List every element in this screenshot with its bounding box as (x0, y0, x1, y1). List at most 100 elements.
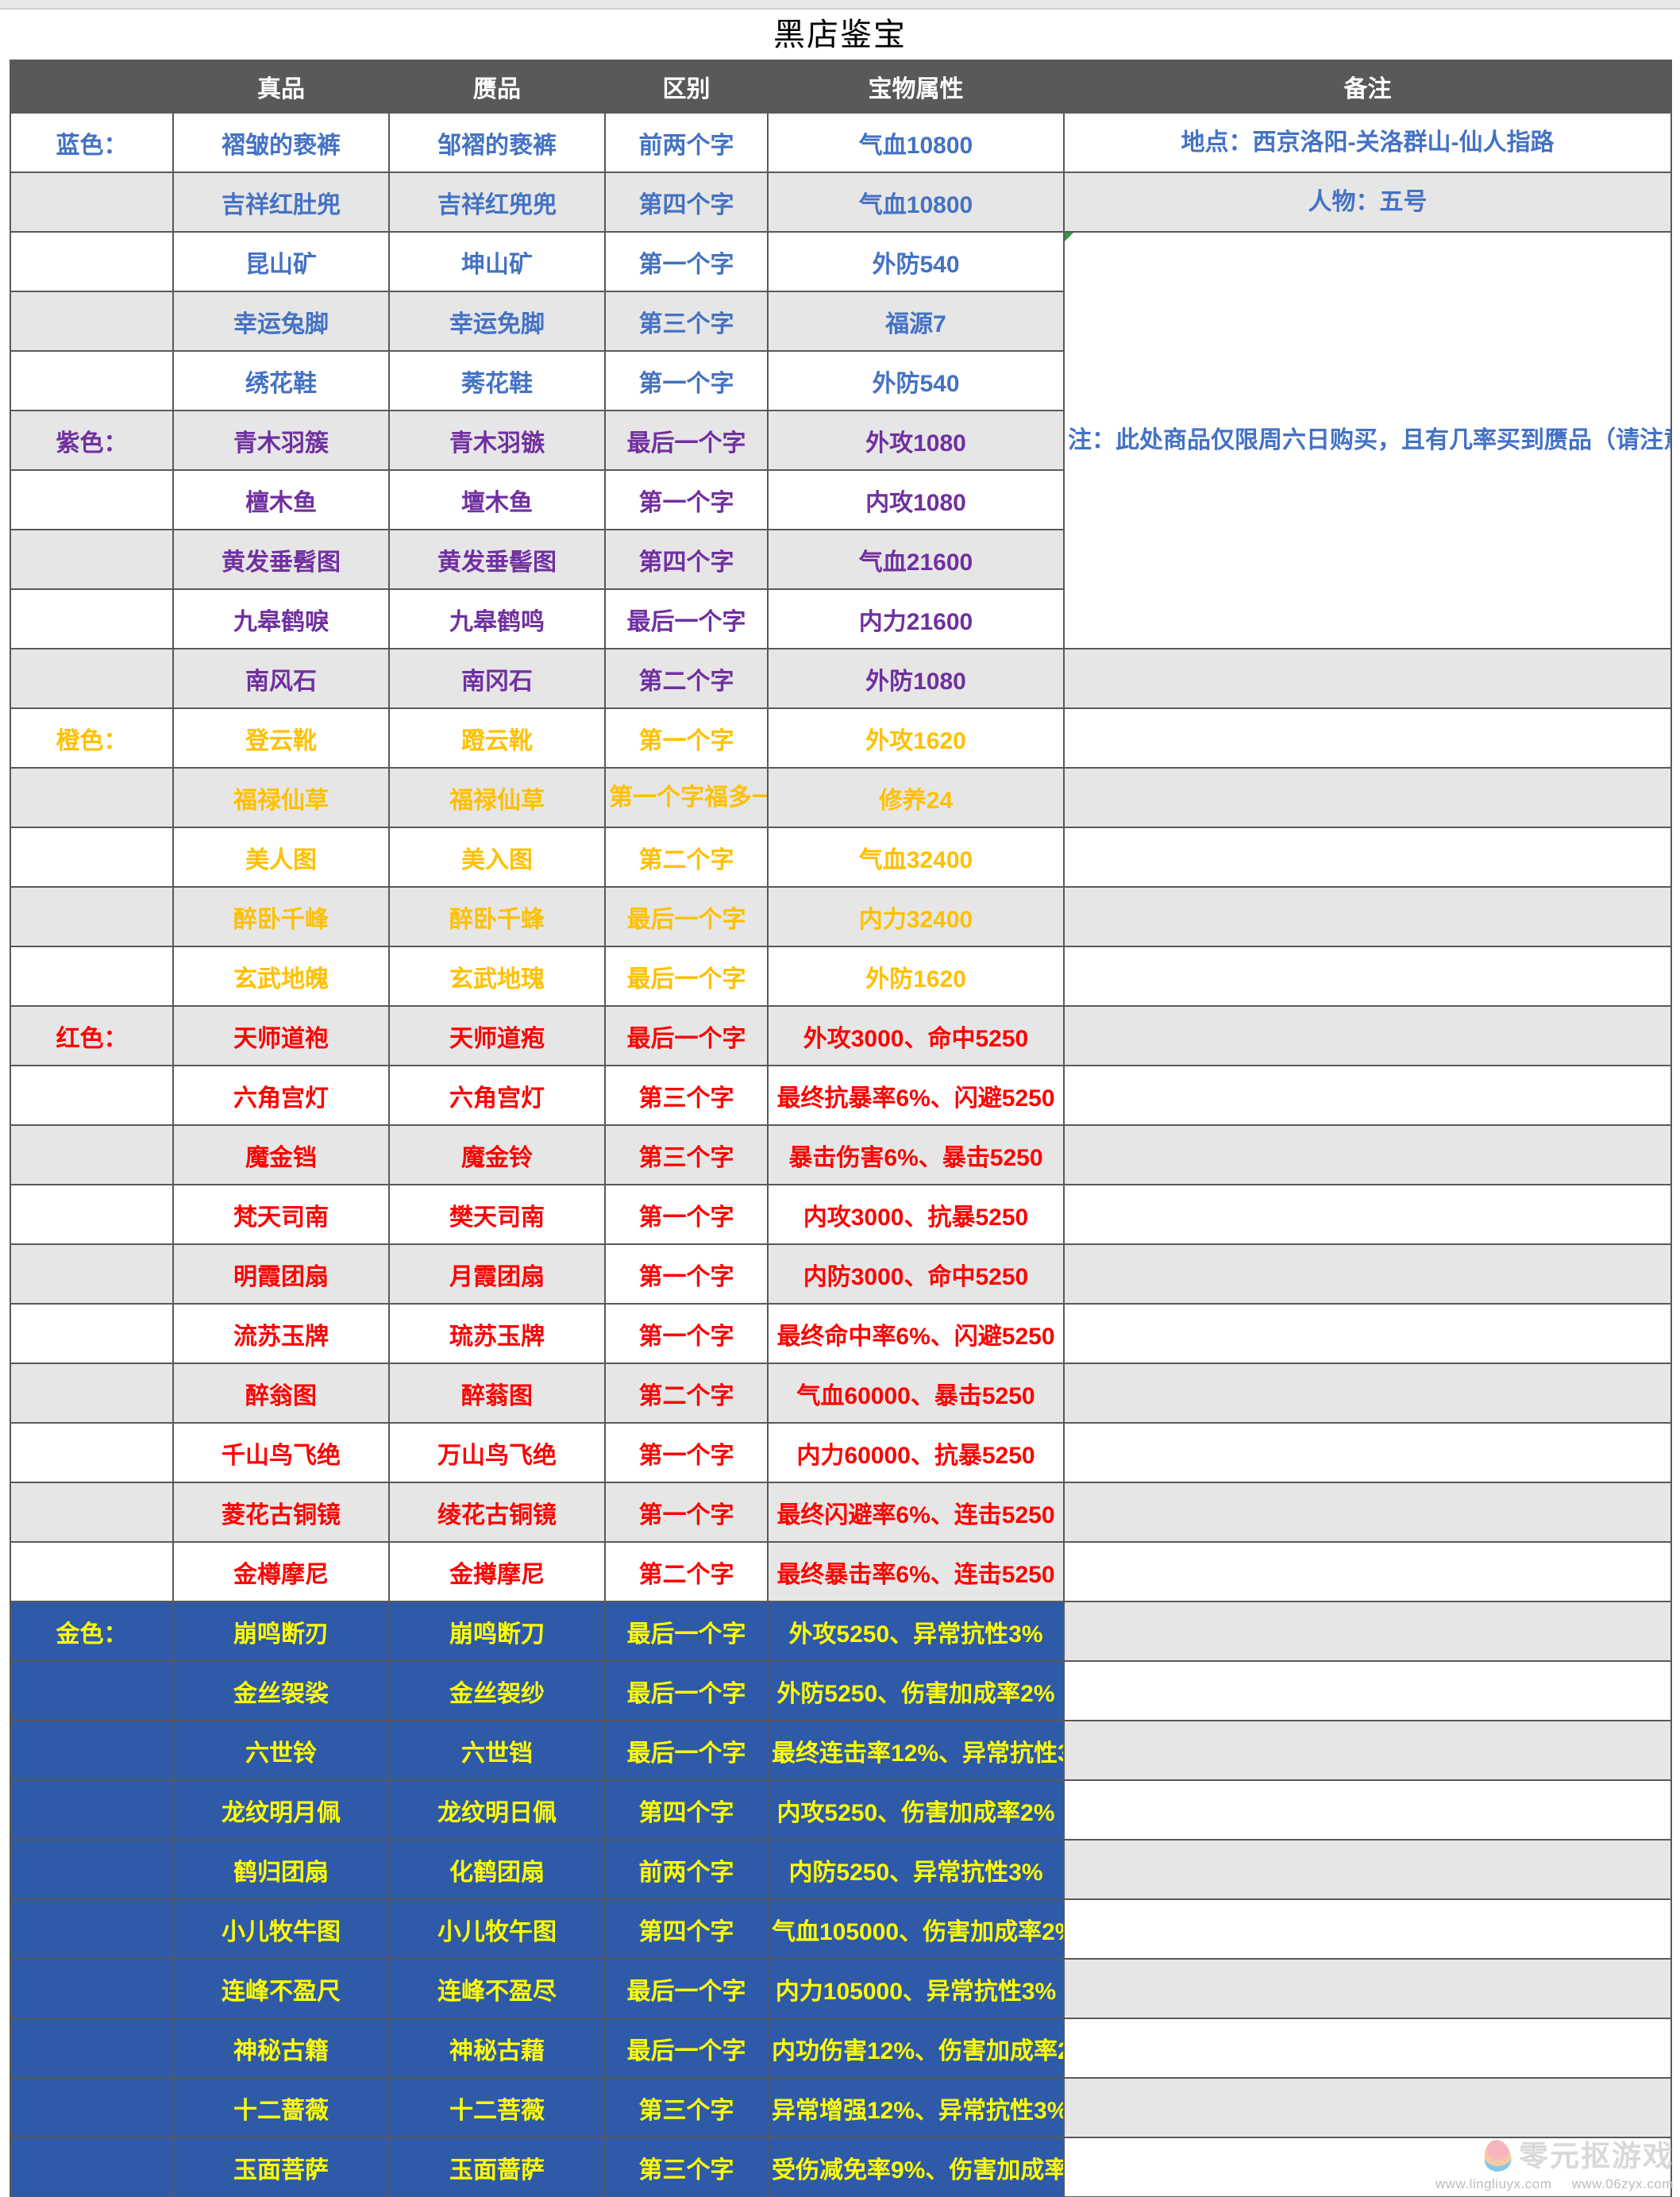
note-warning-text: 注：此处商品仅限周六日购买，且有几率买到赝品（请注意商品名，赝品会在一天后自动消… (1068, 427, 1670, 453)
cell-genuine-name: 绣花鞋 (172, 350, 390, 411)
cell-tier-label (10, 1065, 174, 1126)
table-body: 蓝色： 褶皱的亵裤 邹褶的亵裤 前两个字 气血10800 地点：西京洛阳-关洛群山-仙人指… (10, 112, 1672, 2197)
cell-tier-label (10, 231, 174, 292)
table-row: 鹤归团扇 化鹤团扇 前两个字 内防5250、异常抗性3% (10, 1839, 1672, 1900)
column-header-tier (10, 60, 174, 114)
cell-tier-label (10, 1422, 174, 1483)
cell-difference: 第三个字 (604, 2137, 769, 2197)
cell-treasure-attr: 气血10800 (767, 112, 1065, 173)
table-row: 美人图 美入图 第二个字 气血32400 (10, 827, 1672, 888)
cell-difference: 第一个字 (604, 1422, 769, 1483)
note-empty-cell (1063, 1779, 1672, 1840)
note-empty-cell (1063, 1839, 1672, 1900)
cell-treasure-attr: 气血32400 (767, 827, 1065, 888)
note-empty-cell (1063, 1184, 1672, 1245)
note-empty-cell (1063, 1422, 1672, 1483)
table-row: 黄发垂髫图 黄发垂髻图 第四个字 气血21600 (10, 529, 1671, 590)
cell-genuine-name: 千山鸟飞绝 (172, 1422, 390, 1483)
cell-fake-name: 绫花古铜镜 (388, 1482, 606, 1543)
cell-difference: 最后一个字 (604, 588, 769, 649)
cell-treasure-attr: 修养24 (767, 767, 1065, 828)
cell-genuine-name: 菱花古铜镜 (172, 1482, 390, 1543)
cell-difference: 第一个字 (604, 1243, 769, 1305)
cell-difference: 第三个字 (604, 2077, 769, 2138)
cell-fake-name: 青木羽镞 (388, 410, 606, 471)
cell-treasure-attr: 外攻1620 (767, 707, 1065, 769)
cell-genuine-name: 小儿牧牛图 (172, 1898, 390, 1960)
cell-fake-name: 玉面蔷萨 (388, 2137, 606, 2197)
table-row: 紫色： 青木羽簇 青木羽镞 最后一个字 外攻1080 (10, 410, 1671, 471)
cell-genuine-name: 梵天司南 (172, 1184, 390, 1245)
cell-fake-name: 崩鸣断刀 (388, 1601, 606, 1662)
cell-difference: 第二个字 (604, 1541, 769, 1602)
cell-genuine-name: 玉面菩萨 (172, 2137, 390, 2197)
note-empty-cell (1063, 767, 1672, 828)
treasure-table: 真品 赝品 区别 宝物属性 备注 蓝色： 褶皱的亵裤 邹褶的亵裤 前两个字 气血1080… (10, 60, 1672, 2197)
cell-treasure-attr: 气血21600 (767, 529, 1065, 590)
cell-tier-label (10, 1243, 174, 1305)
table-row: 菱花古铜镜 绫花古铜镜 第一个字 最终闪避率6%、连击5250 (10, 1482, 1672, 1543)
cell-fake-name: 醉卧千蜂 (388, 886, 606, 947)
cell-difference: 第一个字 (604, 469, 769, 530)
cell-treasure-attr: 内攻1080 (767, 469, 1065, 530)
page-title: 黑店鉴宝 (773, 16, 907, 52)
cell-genuine-name: 幸运兔脚 (172, 291, 390, 352)
cell-difference: 最后一个字 (604, 1958, 769, 2019)
cell-fake-name: 神秘古藉 (388, 2018, 606, 2079)
cell-genuine-name: 醉卧千峰 (172, 886, 390, 947)
cell-genuine-name: 鹤归团扇 (172, 1839, 390, 1900)
cell-difference: 最后一个字 (604, 1601, 769, 1662)
table-row: 红色： 天师道袍 天师道疱 最后一个字 外攻3000、命中5250 (10, 1005, 1672, 1066)
cell-tier-label (10, 1363, 174, 1424)
note-empty-cell (1063, 1303, 1672, 1364)
table-row: 醉卧千峰 醉卧千蜂 最后一个字 内力32400 (10, 886, 1672, 947)
table-row: 六世铃 六世铛 最后一个字 最终连击率12%、异常抗性3% (10, 1720, 1672, 1781)
cell-tier-label (10, 588, 174, 649)
cell-difference: 最后一个字 (604, 946, 769, 1007)
cell-fake-name: 樊天司南 (388, 1184, 606, 1245)
cell-tier-label (10, 1720, 174, 1781)
cell-fake-name: 吉祥红兜兜 (388, 172, 606, 233)
cell-treasure-attr: 外攻3000、命中5250 (767, 1005, 1065, 1066)
cell-treasure-attr: 内攻3000、抗暴5250 (767, 1184, 1065, 1245)
note-empty-cell (1063, 707, 1672, 769)
cell-treasure-attr: 最终命中率6%、闪避5250 (767, 1303, 1065, 1364)
cell-treasure-attr: 内力105000、异常抗性3% (767, 1958, 1065, 2019)
cell-tier-label (10, 1541, 174, 1602)
table-row: 绣花鞋 莠花鞋 第一个字 外防540 (10, 350, 1671, 411)
note-empty-cell (1063, 946, 1672, 1007)
cell-difference: 第三个字 (604, 291, 769, 352)
table-row: 六角宫灯 六角宫灯 第三个字 最终抗暴率6%、闪避5250 (10, 1065, 1672, 1126)
note-empty-cell (1063, 1958, 1672, 2019)
cell-fake-name: 连峰不盈尽 (388, 1958, 606, 2019)
cell-difference: 第一个字 (604, 231, 769, 292)
cell-difference: 第一个字 (604, 1482, 769, 1543)
cell-difference: 最后一个字 (604, 1720, 769, 1781)
cell-genuine-name: 龙纹明月佩 (172, 1779, 390, 1840)
cell-tier-label (10, 1184, 174, 1245)
note-location: 地点：西京洛阳-关洛群山-仙人指路 (1063, 112, 1672, 173)
cell-difference: 第三个字 (604, 1124, 769, 1185)
cell-fake-name: 邹褶的亵裤 (388, 112, 606, 173)
cell-difference: 前两个字 (604, 112, 769, 173)
cell-treasure-attr: 最终抗暴率6%、闪避5250 (767, 1065, 1065, 1126)
note-empty-cell (1063, 1124, 1672, 1185)
cell-tier-label (10, 1898, 174, 1960)
cell-tier-label (10, 1660, 174, 1721)
cell-tier-label: 蓝色： (10, 112, 174, 173)
cell-genuine-name: 玄武地魄 (172, 946, 390, 1007)
cell-genuine-name: 南风石 (172, 648, 390, 709)
cell-treasure-attr: 外防5250、伤害加成率2% (767, 1660, 1065, 1721)
cell-treasure-attr: 内防3000、命中5250 (767, 1243, 1065, 1305)
cell-tier-label (10, 2018, 174, 2079)
note-empty-cell (1063, 1005, 1672, 1066)
cell-difference: 第一个字 (604, 707, 769, 769)
column-header-fake: 赝品 (388, 60, 606, 114)
cell-genuine-name: 连峰不盈尺 (172, 1958, 390, 2019)
cell-fake-name: 十二菩薇 (388, 2077, 606, 2138)
note-empty-cell (1063, 2137, 1672, 2197)
table-row: 魔金铛 魔金铃 第三个字 暴击伤害6%、暴击5250 (10, 1124, 1672, 1185)
cell-treasure-attr: 外攻1080 (767, 410, 1065, 471)
column-header-note: 备注 (1063, 60, 1672, 114)
